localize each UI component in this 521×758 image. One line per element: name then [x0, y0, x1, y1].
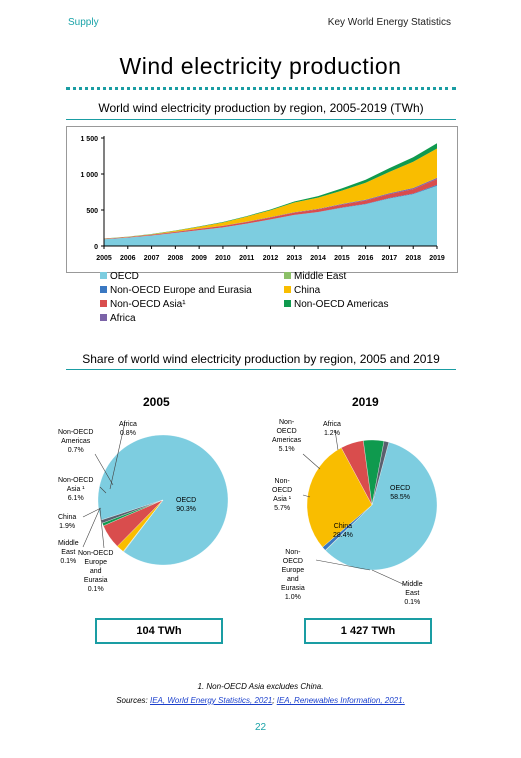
legend-label: Non-OECD Asia¹	[110, 299, 186, 310]
x-tick-label: 2011	[239, 255, 254, 262]
legend-swatch	[100, 299, 107, 307]
pie-2005-total: 104 TWh	[95, 618, 223, 644]
pie-2005-label-china: China 1.9%	[58, 514, 77, 530]
pie-charts	[82, 421, 438, 586]
area-chart-rule	[66, 119, 456, 120]
pie-2005-label-non-oecd-americas: Non-OECD Americas 0.7%	[58, 429, 94, 454]
sources-separator: ;	[272, 696, 277, 705]
legend-item-non-oecd-asia: Non-OECD Asia¹	[100, 299, 186, 310]
pie-leader-line	[109, 421, 126, 490]
pie-2005-label-oecd: OECD 90.3%	[176, 497, 197, 513]
pie-leader-line	[94, 453, 114, 486]
pie-2019-label-oecd: OECD 58.5%	[390, 485, 411, 501]
pie-2019-label-non-oecd-europe: Non- OECD Europe and Eurasia 1.0%	[281, 549, 305, 601]
pie-2005-label-non-oecd-asia: Non-OECD Asia ¹ 6.1%	[58, 477, 94, 502]
x-tick-label: 2019	[429, 255, 445, 262]
footnote: 1. Non-OECD Asia excludes China.	[197, 682, 324, 691]
legend-item-non-oecd-europe-and-eurasia: Non-OECD Europe and Eurasia	[100, 285, 252, 296]
legend-label: OECD	[110, 271, 139, 282]
y-tick-label: 0	[94, 244, 98, 251]
legend-swatch	[284, 285, 291, 293]
legend-label: Middle East	[294, 271, 347, 282]
x-tick-label: 2008	[168, 255, 184, 262]
area-series-china	[104, 148, 437, 239]
pie-2005-label-non-oecd-europe: Non-OECD Europe and Eurasia 0.1%	[78, 550, 114, 593]
pie-2019-total: 1 427 TWh	[304, 618, 432, 644]
page-number: 22	[254, 722, 267, 733]
pie-leader-line	[371, 569, 406, 586]
x-tick-label: 2017	[382, 255, 398, 262]
pie-leader-line	[82, 507, 101, 548]
area-chart-frame: 0 500 1 000 1 500 2005 2006 2007 2008 2009 2010 20…	[66, 126, 458, 273]
x-tick-label: 2012	[263, 255, 279, 262]
area-series-oecd	[104, 185, 437, 246]
pie-section-title: Share of world wind electricity producti…	[82, 352, 440, 366]
pie-2019-label-middle-east: Middle East 0.1%	[402, 581, 423, 606]
legend-item-middle-east: Middle East	[284, 271, 346, 282]
page-title: Wind electricity production	[119, 53, 402, 79]
x-tick-label: 2006	[120, 255, 136, 262]
x-tick-label: 2010	[215, 255, 231, 262]
legend-label: Non-OECD Americas	[294, 299, 389, 310]
pie-2005-label-middle-east: Middle East 0.1%	[58, 540, 79, 565]
pie-2005-title: 2005	[143, 395, 170, 409]
legend-swatch	[100, 313, 107, 321]
legend-label: Africa	[110, 313, 136, 324]
legend-swatch	[284, 271, 291, 279]
pie-2019-title: 2019	[352, 395, 379, 409]
legend-label: Non-OECD Europe and Eurasia	[110, 285, 252, 296]
x-tick-label: 2007	[144, 255, 160, 262]
publication-header: Key World Energy Statistics	[327, 17, 451, 28]
legend-swatch	[100, 271, 107, 279]
x-tick-label: 2016	[358, 255, 374, 262]
legend-item-oecd: OECD	[100, 271, 139, 282]
y-tick-label: 1 000	[80, 172, 98, 179]
pie-leader-line	[334, 429, 339, 451]
pie-leader-line	[315, 559, 371, 571]
sources-prefix: Sources:	[116, 696, 150, 705]
pie-section-rule	[66, 369, 456, 370]
legend-item-china: China	[284, 285, 320, 296]
x-tick-label: 2013	[286, 255, 302, 262]
x-tick-label: 2015	[334, 255, 350, 262]
pie-2005-label-africa: Africa 0.8%	[119, 421, 137, 437]
source-link-renewables-information[interactable]: IEA, Renewables Information, 2021.	[276, 696, 405, 705]
pie-2019-label-china: China 28.4%	[333, 523, 353, 539]
area-chart-title: World wind electricity production by reg…	[98, 101, 424, 115]
pie-2019-label-non-oecd-americas: Non- OECD Americas 5.1%	[272, 419, 302, 453]
legend-label: China	[294, 285, 321, 296]
x-tick-label: 2014	[310, 255, 326, 262]
pie-2019-slice-china	[306, 447, 373, 548]
pie-leader-line	[99, 486, 107, 494]
source-link-world-energy-statistics[interactable]: IEA, World Energy Statistics, 2021	[149, 696, 273, 705]
legend-swatch	[100, 285, 107, 293]
pie-leader-line	[99, 508, 105, 549]
x-tick-label: 2018	[405, 255, 421, 262]
legend-item-non-oecd-americas: Non-OECD Americas	[284, 299, 388, 310]
y-tick-label: 1 500	[80, 136, 98, 143]
y-tick-label: 500	[86, 208, 98, 215]
pie-2019-label-africa: Africa 1.2%	[323, 421, 341, 437]
legend-item-africa: Africa	[100, 313, 136, 324]
pie-leader-line	[82, 507, 102, 518]
sources: Sources: IEA, World Energy Statistics, 2…	[0, 696, 521, 705]
pie-leader-line	[302, 494, 311, 498]
x-tick-label: 2009	[191, 255, 207, 262]
section-header: Supply	[68, 17, 99, 28]
legend-swatch	[284, 299, 291, 307]
pie-2019-slice-africa	[371, 440, 390, 506]
pie-2019-label-non-oecd-asia: Non- OECD Asia ¹ 5.7%	[272, 478, 293, 512]
pie-leader-line	[302, 453, 321, 470]
area-chart: 0 500 1 000 1 500 2005 2006 2007 2008 2009 2010 20…	[80, 136, 445, 262]
title-divider	[66, 87, 456, 90]
x-tick-label: 2005	[96, 255, 112, 262]
